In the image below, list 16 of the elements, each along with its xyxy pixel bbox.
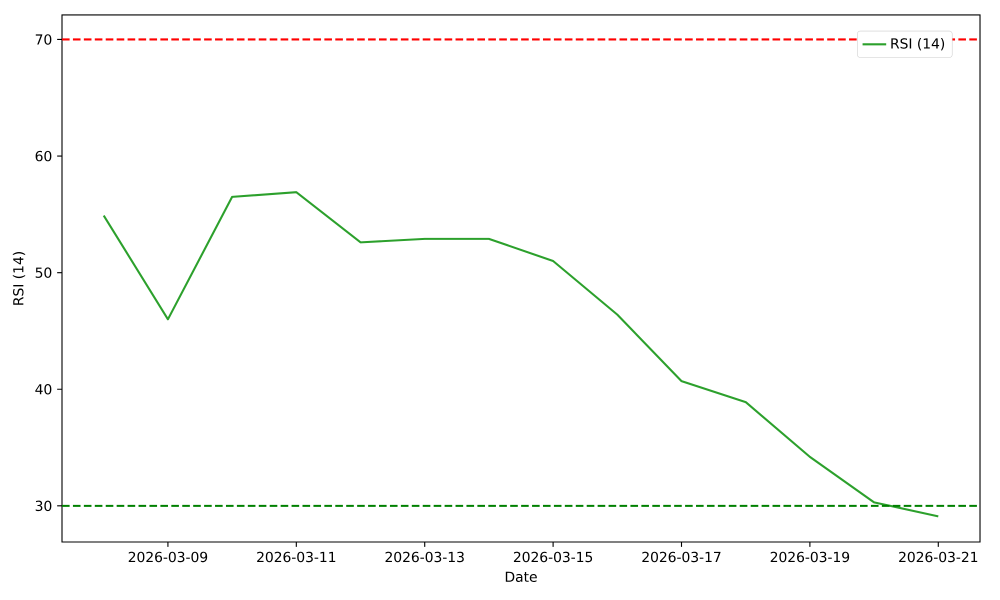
x-axis-title: Date xyxy=(506,572,537,582)
line-series xyxy=(102,191,940,518)
y-axis-title: RSI (14) xyxy=(12,252,26,305)
x-tick-label: 2026-03-15 xyxy=(514,552,592,562)
y-tick-label: 70 xyxy=(36,34,52,45)
y-tick-label: 50 xyxy=(36,267,52,278)
x-tick-label: 2026-03-17 xyxy=(642,552,720,562)
y-tick-label: 60 xyxy=(36,150,52,162)
x-tick-label: 2026-03-19 xyxy=(770,552,850,562)
y-tick-label: 40 xyxy=(35,384,52,394)
x-tick-label: 2026-03-21 xyxy=(899,552,978,562)
x-tick-label: 2026-03-09 xyxy=(128,552,208,562)
x-tick-label: 2026-03-13 xyxy=(386,552,464,562)
x-tick-label: 2026-03-11 xyxy=(257,552,336,562)
y-tick-label: 30 xyxy=(36,500,52,512)
legend-label: RSI (14) xyxy=(891,38,944,50)
